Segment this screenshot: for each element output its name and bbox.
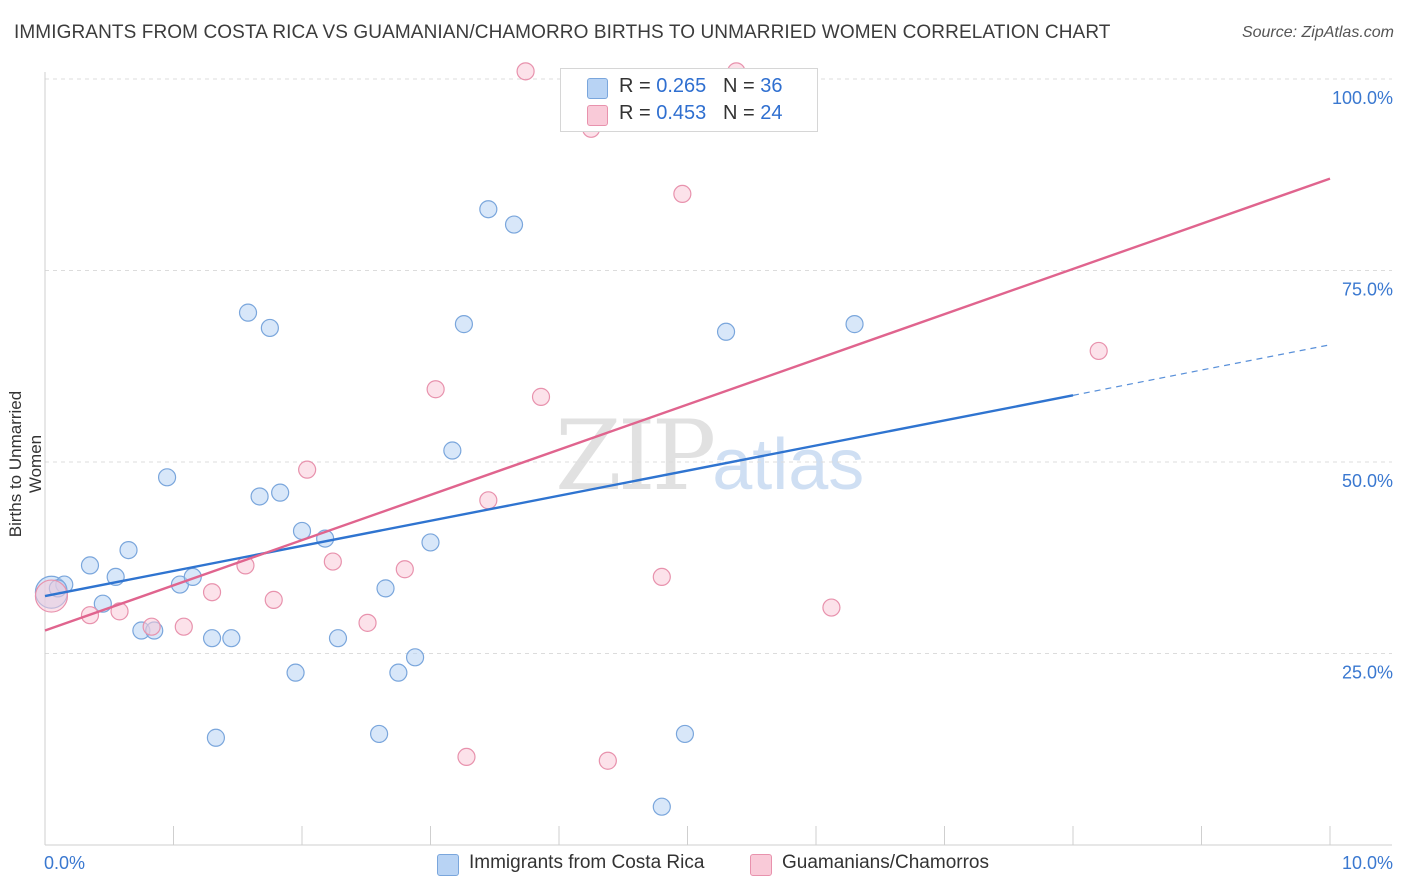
guamanian-point [516,62,535,81]
n-value: 24 [760,102,783,124]
guamanian-point [531,387,551,406]
x-tick-label: 0.0% [44,853,85,873]
legend-stats-guamanian: R = 0.453 N = 24 [619,102,782,125]
costa-rica-point [328,629,348,648]
costa-rica-trend-line [44,394,1074,598]
y-tick-label: 25.0% [1342,663,1393,683]
costa-rica-point [286,663,305,682]
costa-rica-point [222,629,241,648]
y-tick-label: 75.0% [1342,280,1393,300]
guamanian-point [673,184,692,203]
guamanian-point [298,460,317,479]
source-label: Source: ZipAtlas.com [1241,24,1394,41]
guamanian-point [479,491,498,510]
costa-rica-point [675,724,695,744]
costa-rica-point [271,483,290,502]
guamanian-point [142,617,161,636]
guamanian-point [323,552,342,571]
guamanian-point [110,602,129,621]
y-axis-label: Births to Unmarried Women [6,390,45,538]
costa-rica-point [845,315,864,334]
costa-rica-point [250,487,269,506]
bottom-legend-label: Immigrants from Costa Rica [469,852,705,873]
costa-rica-point [421,533,440,552]
n-label: N = [722,75,761,97]
costa-rica-point [443,441,462,460]
r-value: 0.453 [656,102,707,124]
guamanian-point [395,560,414,579]
guamanian-point [34,579,69,613]
legend-stats-costa-rica: R = 0.265 N = 36 [619,75,782,98]
watermark-atlas: atlas [712,425,865,505]
costa-rica-point [202,629,222,648]
costa-rica-point [157,468,177,487]
watermark: ZIPatlas [555,400,864,512]
costa-rica-point [119,540,138,560]
guamanian-point [264,590,283,609]
n-value: 36 [760,75,783,97]
guamanian-point [822,598,841,617]
costa-rica-point [238,303,258,322]
guamanian-point [174,617,193,636]
bottom-legend-label: Guamanians/Chamorros [782,852,989,873]
legend-row-costa-rica: R = 0.265 N = 36 [561,75,817,101]
costa-rica-point [504,215,524,234]
costa-rica-point [389,663,408,682]
guamanian-trend-line [44,177,1331,632]
guamanian-point [1089,341,1108,361]
costa-rica-point [716,322,736,341]
chart-title: IMMIGRANTS FROM COSTA RICA VS GUAMANIAN/… [14,22,1111,43]
guamanian-point [358,613,377,632]
guamanian-point [598,751,617,770]
y-tick-label: 50.0% [1342,471,1393,491]
costa-rica-point [80,556,100,575]
costa-rica-point [206,728,226,747]
costa-rica-point [405,648,425,667]
costa-rica-point [376,579,395,598]
legend-swatch-pink [587,105,608,126]
costa-rica-point [260,318,279,338]
costa-rica-point [479,200,498,219]
guamanian-point [426,380,445,399]
legend-swatch-blue [587,78,608,99]
y-tick-label: 100.0% [1332,88,1393,108]
r-value: 0.265 [656,75,707,97]
costa-rica-point [652,797,671,816]
watermark-zip: ZIP [555,400,716,512]
costa-rica-point [370,724,389,744]
guamanian-point [202,583,222,602]
costa-rica-point [454,315,474,334]
n-label: N = [722,102,761,124]
costa-rica-trend-extension [1072,344,1331,396]
guamanian-point [457,747,476,767]
x-tick-label: 10.0% [1342,853,1393,873]
r-label: R = [619,102,657,124]
legend-row-guamanian: R = 0.453 N = 24 [561,102,817,128]
guamanian-point [652,567,671,587]
correlation-legend: R = 0.265 N = 36 R = 0.453 N = 24 [560,68,818,132]
bottom-legend-swatch-pink [750,854,772,876]
bottom-legend-swatch-blue [437,854,459,876]
r-label: R = [619,75,657,97]
